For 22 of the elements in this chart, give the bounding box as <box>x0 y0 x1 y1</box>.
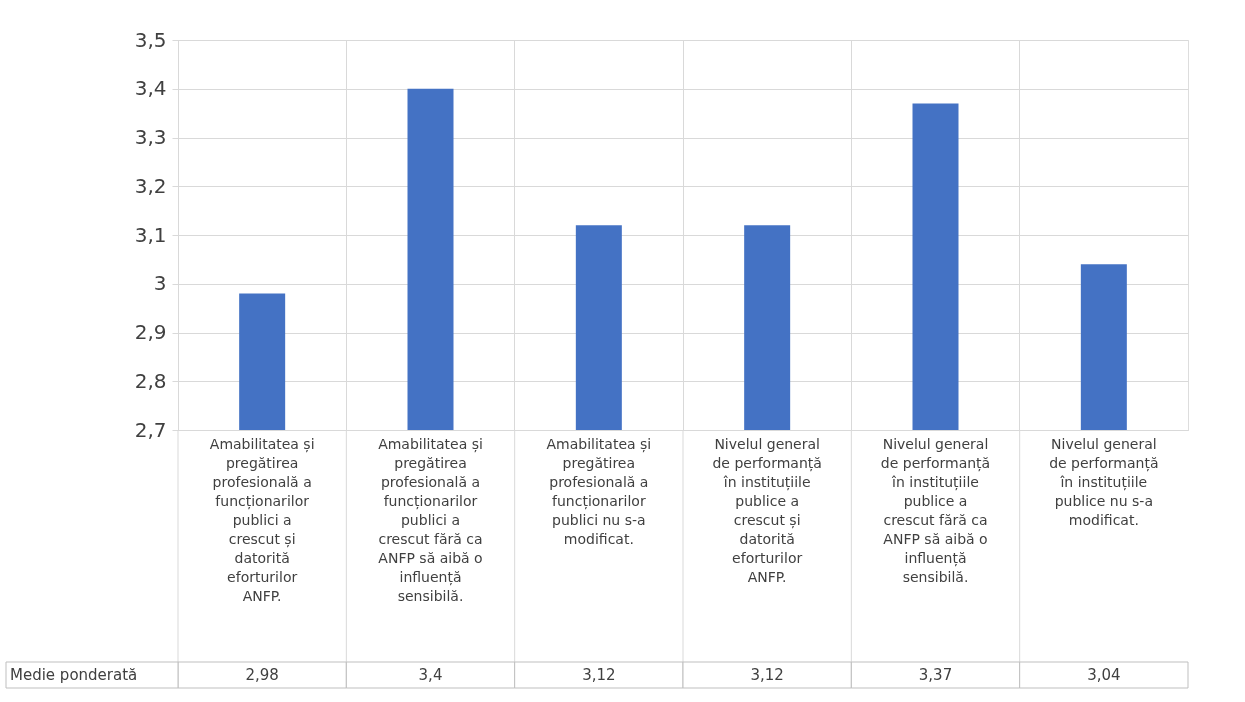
text: Medie ponderată <box>10 666 138 684</box>
y-tick-label: 2,9 <box>134 320 167 344</box>
category-label: Amabilitatea și pregătirea profesională a funcționarilor publici a crescut și datorită eforturilor ANFP. <box>209 436 315 604</box>
y-tick-label: 3,4 <box>134 76 167 101</box>
data-label: 3,04 <box>1087 666 1121 684</box>
y-tick-label: 3,5 <box>134 27 167 52</box>
category-label: Amabilitatea și pregătirea profesională a funcționarilor publici a crescut fără ca ANFP să aibă o influență sensibilă. <box>378 436 483 604</box>
data-label: 3,37 <box>918 666 953 684</box>
y-tick-label: 3,3 <box>134 125 167 149</box>
y-tick-label: 3,1 <box>134 222 167 247</box>
data-label: 3,12 <box>582 666 616 684</box>
y-tick-label: 2,7 <box>134 417 167 442</box>
x-tick-label: Amabilitatea și pregătirea profesională a funcționarilor publici nu s-a modificat. <box>546 436 652 547</box>
data-label: 2,98 <box>245 666 279 684</box>
y-tick-label: 2,8 <box>134 368 167 393</box>
y-tick-label: 3,2 <box>134 173 167 198</box>
data-label: 3,4 <box>418 666 443 684</box>
data-label: 3,12 <box>750 666 784 684</box>
x-tick-label: Nivelul general de performanță în instituțiile publice a crescut fără ca ANFP să aibă o influență sensibilă. <box>880 436 991 585</box>
x-tick-label: Nivelul general de performanță în instituțiile publice a crescut și datorită eforturilor ANFP. <box>712 436 822 585</box>
y-tick-label: 3 <box>153 271 167 296</box>
x-tick-label: Nivelul general de performanță în instituțiile publice nu s-a modificat. <box>1049 436 1159 528</box>
